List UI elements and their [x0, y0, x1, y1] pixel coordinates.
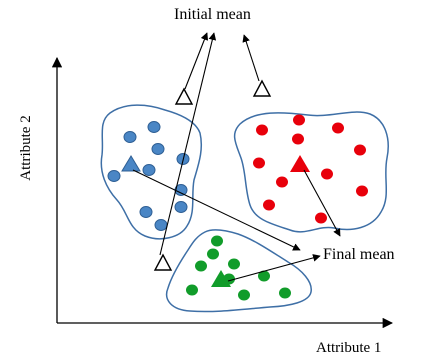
red-point	[292, 133, 304, 145]
green-final-mean-triangle	[211, 270, 231, 287]
blue-point	[174, 201, 188, 213]
green-point	[279, 287, 291, 299]
initial-mean-triangle-1	[174, 87, 194, 105]
blue-point	[147, 121, 161, 133]
green-point	[258, 270, 270, 282]
y-axis-label: Attribute 2	[18, 115, 34, 180]
red-point	[332, 122, 344, 134]
green-point	[238, 289, 250, 301]
green-point	[195, 260, 207, 272]
red-final-mean-triangle	[290, 155, 310, 172]
red-point	[356, 185, 368, 197]
red-point	[293, 114, 305, 126]
red-point	[263, 199, 275, 211]
final-arrow-green	[227, 254, 321, 282]
blue-final-mean-triangle	[121, 155, 141, 172]
initial-mean-triangle-2	[252, 79, 272, 97]
x-axis-label: Attribute 1	[316, 340, 381, 356]
red-point	[321, 168, 333, 180]
initial-arrow-2	[159, 32, 217, 256]
final-mean-label: Final mean	[323, 246, 395, 263]
green-point	[211, 235, 223, 247]
blue-point	[107, 170, 121, 182]
red-point	[354, 144, 366, 156]
initial-mean-label: Initial mean	[174, 6, 251, 23]
red-point	[256, 124, 268, 136]
green-cluster-points	[186, 235, 291, 301]
blue-cluster-points	[107, 121, 190, 231]
red-point	[253, 157, 265, 169]
blue-point	[123, 131, 137, 143]
green-cluster-outline	[166, 229, 312, 313]
initial-arrow-1	[184, 32, 209, 90]
blue-point	[142, 164, 156, 176]
red-cluster-points	[253, 114, 368, 224]
final-arrow-red	[303, 169, 341, 237]
green-point	[228, 258, 240, 270]
blue-point	[151, 143, 165, 155]
red-point	[315, 212, 327, 224]
initial-mean-triangle-3	[153, 253, 173, 271]
blue-point	[139, 206, 153, 218]
green-point	[207, 248, 219, 260]
red-point	[276, 176, 288, 188]
final-arrow-blue	[132, 169, 301, 251]
blue-point	[154, 219, 168, 231]
green-point	[186, 284, 198, 296]
initial-arrow-3	[242, 34, 260, 82]
